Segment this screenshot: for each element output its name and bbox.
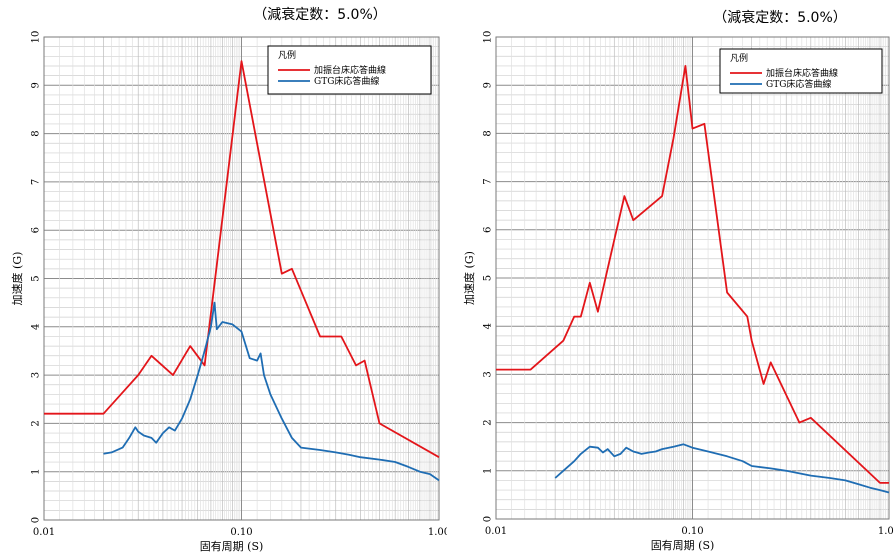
x-axis-label: 固有周期 (S) bbox=[200, 539, 264, 553]
y-tick-label: 8 bbox=[483, 130, 494, 136]
y-axis-label: 加速度 (G) bbox=[10, 252, 24, 306]
legend-title: 凡例 bbox=[278, 49, 296, 61]
legend-entry-label: 加振台床応答曲線 bbox=[314, 64, 386, 76]
y-tick-label: 7 bbox=[483, 178, 494, 184]
chart-title: （減衰定数：5.0%） bbox=[713, 9, 847, 26]
y-tick-label: 8 bbox=[31, 130, 42, 136]
y-tick-label: 6 bbox=[483, 227, 494, 233]
y-tick-label: 10 bbox=[31, 31, 42, 44]
x-tick-label: 0.10 bbox=[681, 526, 703, 537]
plot-frame bbox=[495, 36, 890, 520]
y-tick-label: 2 bbox=[483, 419, 494, 425]
y-tick-label: 0 bbox=[483, 516, 494, 522]
legend-title: 凡例 bbox=[730, 52, 748, 64]
chart-svg-left: （減衰定数：5.0%） 0 1 2 3 4 5 6 7 8 9 10 0.01 0.10 1.00 固有周期 … bbox=[10, 6, 447, 553]
x-tick-label: 0.10 bbox=[230, 527, 252, 538]
chart-panel-right: （減衰定数：5.0%） 0 1 2 3 4 5 6 7 8 9 10 0.01 0.10 1.00 固有周期 … bbox=[447, 0, 894, 556]
y-tick-label: 2 bbox=[31, 420, 42, 426]
legend-entry-label: 加振台床応答曲線 bbox=[766, 67, 838, 79]
y-tick-label: 5 bbox=[31, 275, 42, 281]
series-line-red bbox=[44, 60, 440, 458]
y-tick-label: 3 bbox=[31, 372, 42, 378]
grid bbox=[495, 36, 889, 520]
y-tick-label: 3 bbox=[483, 371, 494, 377]
x-tick-label: 1.00 bbox=[428, 527, 447, 538]
y-tick-label: 0 bbox=[31, 517, 42, 523]
y-axis-label: 加速度 (G) bbox=[462, 251, 476, 305]
y-tick-label: 9 bbox=[31, 82, 42, 88]
y-tick-label: 1 bbox=[31, 469, 42, 475]
y-tick-label: 10 bbox=[483, 31, 494, 44]
legend-entry-label: GTG床応答曲線 bbox=[766, 78, 831, 90]
x-tick-label: 1.00 bbox=[878, 526, 894, 537]
series-line-blue bbox=[103, 301, 440, 482]
y-tick-label: 5 bbox=[483, 275, 494, 281]
legend-entry-label: GTG床応答曲線 bbox=[314, 75, 379, 87]
chart-panel-left: （減衰定数：5.0%） 0 1 2 3 4 5 6 7 8 9 10 0.01 0.10 1.00 固有周期 … bbox=[10, 6, 447, 553]
legend-box bbox=[719, 48, 883, 94]
grid bbox=[43, 36, 439, 521]
x-tick-label: 0.01 bbox=[485, 526, 507, 537]
series-line-blue bbox=[554, 443, 890, 494]
y-tick-label: 4 bbox=[483, 323, 494, 329]
x-axis-label: 固有周期 (S) bbox=[651, 538, 715, 552]
plot-frame bbox=[43, 36, 440, 521]
y-tick-label: 1 bbox=[483, 468, 494, 474]
y-tick-label: 4 bbox=[31, 324, 42, 330]
chart-title: （減衰定数：5.0%） bbox=[253, 6, 387, 23]
y-tick-label: 7 bbox=[31, 179, 42, 185]
chart-svg-right: （減衰定数：5.0%） 0 1 2 3 4 5 6 7 8 9 10 0.01 0.10 1.00 固有周期 … bbox=[462, 9, 894, 552]
y-tick-label: 9 bbox=[483, 82, 494, 88]
x-tick-label: 0.01 bbox=[33, 527, 55, 538]
y-tick-label: 6 bbox=[31, 227, 42, 233]
series-line-red bbox=[496, 65, 889, 484]
